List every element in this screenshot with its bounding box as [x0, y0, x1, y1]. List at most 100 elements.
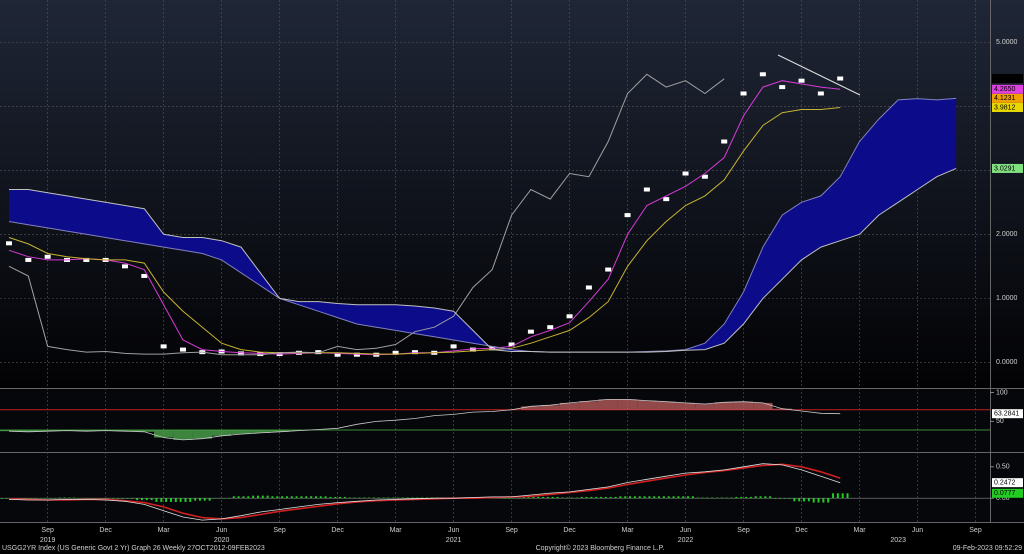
histogram-bar [832, 493, 835, 499]
histogram-bar [136, 498, 139, 501]
price-bar [759, 72, 766, 77]
histogram-bar [546, 496, 549, 499]
x-tick-label: Jun [680, 527, 691, 534]
histogram-bar [822, 498, 825, 503]
value-label: 63.2841 [994, 411, 1019, 418]
rsi-fill [76, 430, 96, 432]
histogram-bar [532, 496, 535, 499]
histogram-bar [165, 498, 168, 502]
histogram-bar [609, 496, 612, 499]
histogram-bar [430, 497, 433, 499]
price-bar [740, 91, 747, 96]
histogram-bar [730, 497, 733, 499]
histogram-bar [812, 498, 815, 503]
histogram-bar [218, 498, 221, 499]
histogram-bar [310, 496, 313, 499]
footer-right: 09-Feb-2023 09:52:29 [953, 545, 1022, 552]
histogram-bar [150, 498, 153, 501]
histogram-bar [556, 496, 559, 499]
value-label: 3.0291 [994, 165, 1016, 172]
x-tick-label: Mar [390, 527, 403, 534]
histogram-bar [208, 498, 211, 501]
macd-line [8, 463, 841, 521]
histogram-bar [198, 498, 201, 501]
histogram-bar [551, 496, 554, 499]
histogram-bar [382, 497, 385, 499]
x-tick-label: Jun [912, 527, 923, 534]
histogram-bar [339, 496, 342, 499]
histogram-bar [841, 493, 844, 499]
histogram-bar [397, 497, 400, 499]
rsi-fill [18, 430, 38, 432]
rsi-fill [269, 430, 290, 432]
price-bar [779, 85, 786, 90]
histogram-bar [788, 498, 791, 499]
value-label-box [992, 93, 1023, 103]
histogram-bar [5, 498, 8, 499]
histogram-bar [237, 496, 240, 499]
histogram-bar [401, 497, 404, 499]
histogram-bar [614, 496, 617, 499]
year-label: 2019 [40, 537, 56, 544]
histogram-bar [566, 497, 569, 499]
value-label-box [992, 102, 1023, 112]
rsi-fill [231, 430, 251, 435]
histogram-bar [426, 497, 429, 499]
histogram-bar [513, 498, 516, 499]
rsi-fill [695, 404, 715, 410]
price-bar [547, 325, 554, 330]
histogram-bar [78, 498, 81, 499]
histogram-bar [111, 498, 114, 499]
histogram-bar [68, 497, 71, 499]
price-bar [585, 285, 592, 290]
histogram-bar [590, 496, 593, 499]
year-label: 2021 [446, 537, 462, 544]
histogram-bar [798, 498, 801, 502]
histogram-bar [53, 498, 56, 499]
histogram-bar [155, 498, 158, 502]
histogram-bar [716, 497, 719, 499]
histogram-bar [102, 498, 105, 499]
histogram-bar [281, 496, 284, 499]
y-tick-label: 0.0000 [996, 359, 1018, 366]
histogram-bar [764, 496, 767, 499]
histogram-bar [735, 496, 738, 499]
histogram-bar [266, 495, 269, 499]
histogram-bar [740, 496, 743, 499]
price-bar [160, 344, 167, 349]
histogram-bar [745, 496, 748, 499]
price-bar [605, 267, 612, 272]
rsi-fill [115, 430, 135, 432]
histogram-bar [305, 496, 308, 499]
histogram-bar [754, 496, 757, 499]
histogram-bar [508, 498, 511, 499]
price-bar [141, 273, 148, 278]
macd-panel [0, 453, 1024, 522]
histogram-bar [416, 497, 419, 499]
histogram-bar [223, 498, 226, 499]
histogram-bar [353, 497, 356, 499]
rsi-fill [598, 399, 618, 410]
price-bar [315, 350, 322, 355]
histogram-bar [242, 496, 245, 499]
histogram-bar [116, 498, 119, 499]
price-bar [817, 91, 824, 96]
histogram-bar [580, 496, 583, 499]
value-label-box [992, 163, 1023, 173]
price-bar [450, 344, 457, 349]
price-bar [663, 197, 670, 202]
histogram-bar [126, 498, 129, 499]
histogram-bar [406, 497, 409, 499]
histogram-bar [633, 496, 636, 499]
price-bar [121, 264, 128, 269]
price-bar [527, 329, 534, 334]
histogram-bar [667, 496, 670, 499]
histogram-bar [39, 498, 42, 499]
price-bar [25, 257, 32, 262]
histogram-bar [107, 498, 110, 499]
y-tick-label: 50 [996, 418, 1004, 425]
histogram-bar [334, 496, 337, 499]
y-tick-label: 100 [996, 389, 1008, 396]
rsi-fill [540, 405, 560, 410]
